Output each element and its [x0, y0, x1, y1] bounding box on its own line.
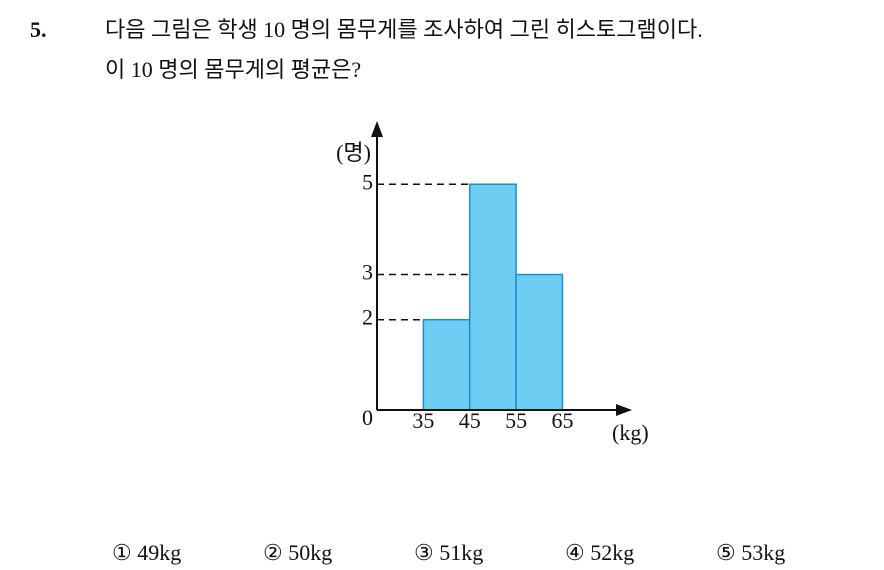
- y-axis-label: (명): [336, 140, 371, 165]
- choice: ② 50kg: [263, 540, 332, 565]
- choice: ④ 52kg: [565, 540, 634, 565]
- choice: ⑤ 53kg: [716, 540, 785, 565]
- y-tick-label: 3: [362, 260, 373, 285]
- x-tick-label: 45: [459, 408, 481, 433]
- x-tick-label: 65: [551, 408, 573, 433]
- x-tick-label: 55: [505, 408, 527, 433]
- histogram-bar: [468, 183, 517, 411]
- histogram-bar: [515, 273, 564, 411]
- y-tick-label: 5: [362, 169, 373, 194]
- y-tick-label: 2: [362, 305, 373, 330]
- choice: ① 49kg: [112, 540, 181, 565]
- histogram-bar: [422, 318, 471, 411]
- y-axis-arrow: [371, 121, 383, 137]
- x-tick-label: 35: [412, 408, 434, 433]
- question-line: 다음 그림은 학생 10 명의 몸무게를 조사하여 그린 히스토그램이다.: [105, 17, 703, 42]
- choice: ③ 51kg: [414, 540, 483, 565]
- y-tick-label: 0: [362, 405, 373, 430]
- problem-number: 5.: [30, 17, 47, 42]
- x-axis-label: (kg): [612, 420, 649, 445]
- question-line: 이 10 명의 몸무게의 평균은?: [105, 57, 361, 82]
- x-axis-arrow: [616, 404, 632, 416]
